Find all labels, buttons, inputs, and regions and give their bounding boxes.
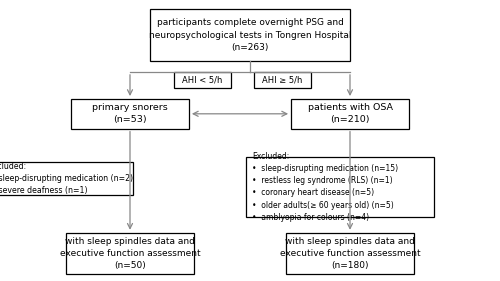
FancyBboxPatch shape (66, 233, 194, 274)
FancyBboxPatch shape (254, 72, 311, 88)
FancyBboxPatch shape (291, 99, 409, 129)
FancyBboxPatch shape (0, 162, 132, 194)
Text: primary snorers
(n=53): primary snorers (n=53) (92, 103, 168, 124)
Text: Excluded:
•  sleep-disrupting medication (n=15)
•  restless leg syndrome (RLS) (: Excluded: • sleep-disrupting medication … (252, 152, 398, 222)
Text: with sleep spindles data and
executive function assessment
(n=50): with sleep spindles data and executive f… (60, 237, 200, 270)
FancyBboxPatch shape (72, 99, 189, 129)
Text: with sleep spindles data and
executive function assessment
(n=180): with sleep spindles data and executive f… (280, 237, 420, 270)
Text: AHI < 5/h: AHI < 5/h (182, 76, 222, 85)
Text: patients with OSA
(n=210): patients with OSA (n=210) (308, 103, 392, 124)
Text: AHI ≥ 5/h: AHI ≥ 5/h (262, 76, 302, 85)
Text: Excluded:
•  sleep-disrupting medication (n=2)
•  severe deafness (n=1): Excluded: • sleep-disrupting medication … (0, 162, 132, 195)
Text: participants complete overnight PSG and
neuropsychological tests in Tongren Hosp: participants complete overnight PSG and … (149, 19, 351, 52)
FancyBboxPatch shape (246, 157, 434, 217)
FancyBboxPatch shape (174, 72, 231, 88)
FancyBboxPatch shape (286, 233, 414, 274)
FancyBboxPatch shape (150, 9, 350, 61)
